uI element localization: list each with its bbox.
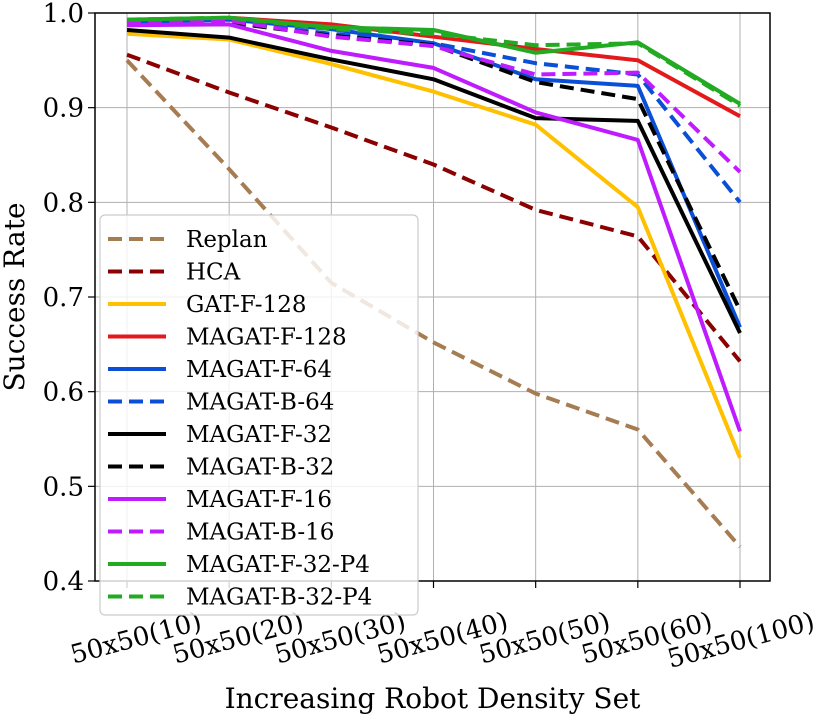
legend: Replan HCA GAT-F-128 MAGAT-F-128 MAGAT-F-64 M…: [99, 214, 419, 616]
y-tick-label: 0.8: [43, 188, 84, 218]
tick-layer: 50x50(10)50x50(20)50x50(30)50x50(40)50x5…: [43, 0, 818, 675]
series-line-magat-b-16: [126, 18, 742, 174]
legend-label: MAGAT-B-32: [186, 455, 334, 481]
series-line-magat-f-32: [126, 28, 742, 334]
legend-label: MAGAT-F-128: [186, 325, 347, 351]
series-line-hca: [126, 52, 742, 363]
legend-label: MAGAT-F-64: [186, 357, 332, 383]
legend-label: MAGAT-F-16: [186, 487, 332, 513]
y-tick-label: 0.5: [43, 472, 84, 502]
y-tick-label: 0.6: [43, 378, 84, 408]
legend-label: MAGAT-F-32-P4: [186, 552, 370, 578]
legend-label: MAGAT-B-16: [186, 520, 334, 546]
legend-label: MAGAT-F-32: [186, 422, 332, 448]
y-axis-label: Success Rate: [0, 202, 31, 391]
series-line-magat-f-16: [126, 22, 742, 433]
legend-label: HCA: [186, 260, 241, 286]
legend-box: [99, 214, 419, 616]
legend-label: Replan: [186, 227, 268, 253]
y-tick-label: 1.0: [43, 0, 84, 29]
series-line-magat-b-32: [127, 20, 742, 312]
series-line-replan: [125, 58, 742, 549]
legend-label: MAGAT-B-64: [186, 390, 334, 416]
y-tick-label: 0.7: [43, 283, 84, 313]
series-layer: [125, 15, 742, 549]
x-axis-label: Increasing Robot Density Set: [225, 682, 642, 715]
series-line-magat-b-32-p4: [126, 15, 742, 108]
y-tick-label: 0.4: [43, 567, 84, 597]
legend-label: GAT-F-128: [186, 292, 306, 318]
y-tick-label: 0.9: [43, 94, 84, 124]
legend-label: MAGAT-B-32-P4: [186, 585, 372, 611]
